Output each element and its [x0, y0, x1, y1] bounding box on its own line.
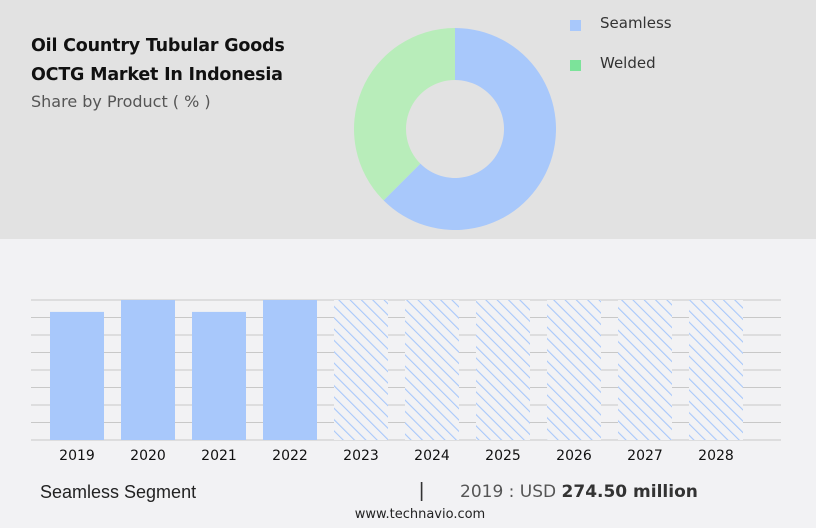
x-axis-label: 2020	[130, 448, 166, 464]
bar-2024	[405, 300, 459, 440]
x-axis-label: 2021	[201, 448, 237, 464]
bar-2028	[689, 300, 743, 440]
x-axis-label: 2019	[59, 448, 95, 464]
source-url: www.technavio.com	[354, 507, 486, 522]
donut-slice-welded	[354, 28, 455, 201]
footer-separator: |	[419, 480, 425, 502]
x-axis-label: 2027	[627, 448, 663, 464]
value-amount: 274.50 million	[561, 482, 698, 502]
title-line-2: OCTG Market In Indonesia	[31, 65, 283, 85]
bar-2027	[618, 300, 672, 440]
segment-label: Seamless Segment	[40, 482, 197, 502]
donut-chart	[354, 28, 556, 230]
x-axis-label: 2025	[485, 448, 521, 464]
title-line-1: Oil Country Tubular Goods	[31, 36, 285, 56]
bar-2019	[50, 311, 104, 440]
bar-2023	[334, 300, 388, 440]
legend-label: Seamless	[600, 14, 672, 32]
x-axis-label: 2028	[698, 448, 734, 464]
donut-slice-seamless	[383, 28, 556, 230]
legend-label: Welded	[600, 54, 656, 72]
chart-title: Oil Country Tubular Goods OCTG Market In…	[31, 32, 285, 90]
bar-2021	[192, 311, 246, 440]
x-axis-label: 2026	[556, 448, 592, 464]
x-axis-label: 2022	[272, 448, 308, 464]
legend-swatch-welded-icon	[570, 60, 581, 71]
x-axis-label: 2023	[343, 448, 379, 464]
bar-chart: 2019 2020 2021 2022 2023 2024 2025 2026 2027 2028	[31, 299, 781, 464]
value-prefix: 2019 : USD	[460, 482, 562, 502]
chart-subtitle: Share by Product ( % )	[31, 92, 211, 111]
bar-2026	[547, 300, 601, 440]
legend-swatch-seamless-icon	[570, 20, 581, 31]
bar-2025	[476, 300, 530, 440]
bar-2022	[263, 300, 317, 440]
bar-2020	[121, 300, 175, 440]
x-axis-label: 2024	[414, 448, 450, 464]
segment-value: 2019 : USD 274.50 million	[460, 482, 698, 502]
